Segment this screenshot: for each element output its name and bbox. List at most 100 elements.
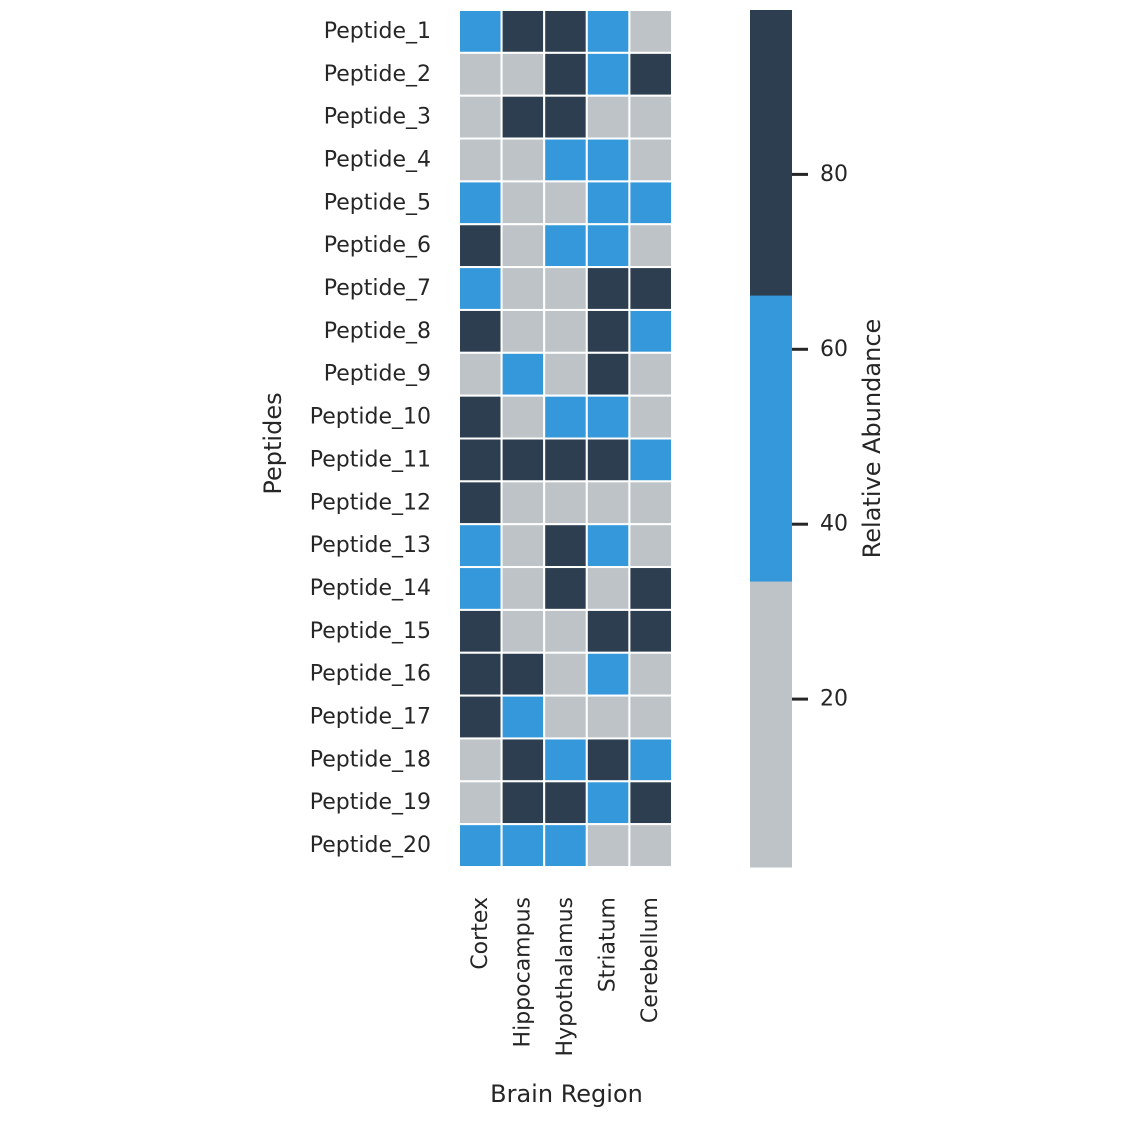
heatmap-cell [458,308,503,354]
heatmap-cell [458,9,503,54]
heatmap-cell [458,437,503,483]
y-tick-label: Peptide_10 [310,405,431,430]
heatmap-cell [628,651,674,697]
heatmap-cell [585,223,631,269]
heatmap-cell [585,308,631,354]
heatmap-cell [500,737,546,783]
heatmap-cell [628,608,674,654]
y-tick-label: Peptide_4 [324,147,431,172]
heatmap-cell [585,608,631,654]
y-axis-label: Peptides [259,392,287,494]
colorbar-tick-label: 80 [820,162,848,187]
colorbar-ticks: 20 40 60 80 [792,162,848,712]
heatmap-cell [585,394,631,440]
heatmap-cell [585,737,631,783]
heatmap-cell [500,223,546,269]
heatmap-cell [543,823,588,869]
heatmap-cell [585,94,631,140]
heatmap-cell [500,651,546,697]
heatmap-cell [628,94,674,140]
heatmap-cell [585,180,631,226]
heatmap-cell [628,308,674,354]
heatmap-cell [628,694,674,740]
heatmap-cell [500,266,546,311]
heatmap-cell [628,351,674,397]
heatmap-cell [543,9,588,54]
heatmap-cell [585,351,631,397]
heatmap-cell [628,51,674,97]
colorbar-tick-label: 20 [820,687,848,712]
heatmap-cell [543,137,588,183]
y-tick-labels: Peptide_1 Peptide_2 Peptide_3 Peptide_4 Pept… [310,19,431,858]
colorbar [750,10,792,868]
colorbar-segment [750,10,792,296]
y-tick-label: Peptide_7 [324,276,431,301]
heatmap-cell [458,737,503,783]
heatmap-cell [500,9,546,54]
heatmap-cell [543,223,588,269]
y-tick-label: Peptide_15 [310,619,431,644]
heatmap-cell [585,51,631,97]
heatmap-cell [500,308,546,354]
heatmap-cell [585,437,631,483]
heatmap-cell [543,94,588,140]
colorbar-segment [750,581,792,868]
heatmap-cell [500,823,546,869]
y-tick-label: Peptide_13 [310,533,431,558]
y-tick-label: Peptide_2 [324,62,431,87]
y-tick-label: Peptide_9 [324,362,431,387]
x-tick-label: Hippocampus [510,897,535,1047]
x-tick-label: Cerebellum [638,897,663,1023]
heatmap-cell [628,180,674,226]
heatmap-cell [500,180,546,226]
heatmap-cell [500,480,546,526]
heatmap-cell [500,608,546,654]
heatmap-cell [585,480,631,526]
heatmap-cell [458,137,503,183]
heatmap-cell [500,351,546,397]
heatmap-cell [543,351,588,397]
heatmap-cells [458,9,674,869]
heatmap-cell [458,608,503,654]
heatmap-cell [500,437,546,483]
x-tick-labels: Cortex Hippocampus Hypothalamus Striatum Cer… [468,897,663,1056]
heatmap-cell [628,437,674,483]
heatmap-cell [628,394,674,440]
heatmap-cell [543,266,588,311]
heatmap-cell [628,823,674,869]
heatmap-cell [543,308,588,354]
heatmap-cell [543,608,588,654]
heatmap-cell [458,180,503,226]
heatmap-cell [628,266,674,311]
colorbar-tick-label: 40 [820,512,848,537]
heatmap-cell [628,523,674,569]
heatmap-cell [500,394,546,440]
colorbar-tick-label: 60 [820,337,848,362]
heatmap-cell [628,566,674,611]
heatmap-cell [585,780,631,826]
heatmap-cell [458,394,503,440]
x-tick-label: Cortex [468,897,493,970]
heatmap-cell [628,480,674,526]
heatmap-cell [543,780,588,826]
y-tick-label: Peptide_5 [324,190,431,215]
heatmap-cell [628,9,674,54]
y-tick-label: Peptide_18 [310,747,431,772]
heatmap-cell [628,737,674,783]
heatmap-cell [458,694,503,740]
y-tick-label: Peptide_17 [310,705,431,730]
heatmap-cell [585,651,631,697]
heatmap-cell [543,737,588,783]
heatmap-cell [458,823,503,869]
heatmap-cell [628,223,674,269]
y-tick-label: Peptide_14 [310,576,431,601]
x-axis-label: Brain Region [490,1080,643,1108]
heatmap-cell [585,523,631,569]
heatmap-cell [543,523,588,569]
heatmap-cell [585,137,631,183]
heatmap-cell [458,523,503,569]
heatmap-cell [458,223,503,269]
y-tick-label: Peptide_3 [324,105,431,130]
colorbar-label: Relative Abundance [858,319,886,559]
